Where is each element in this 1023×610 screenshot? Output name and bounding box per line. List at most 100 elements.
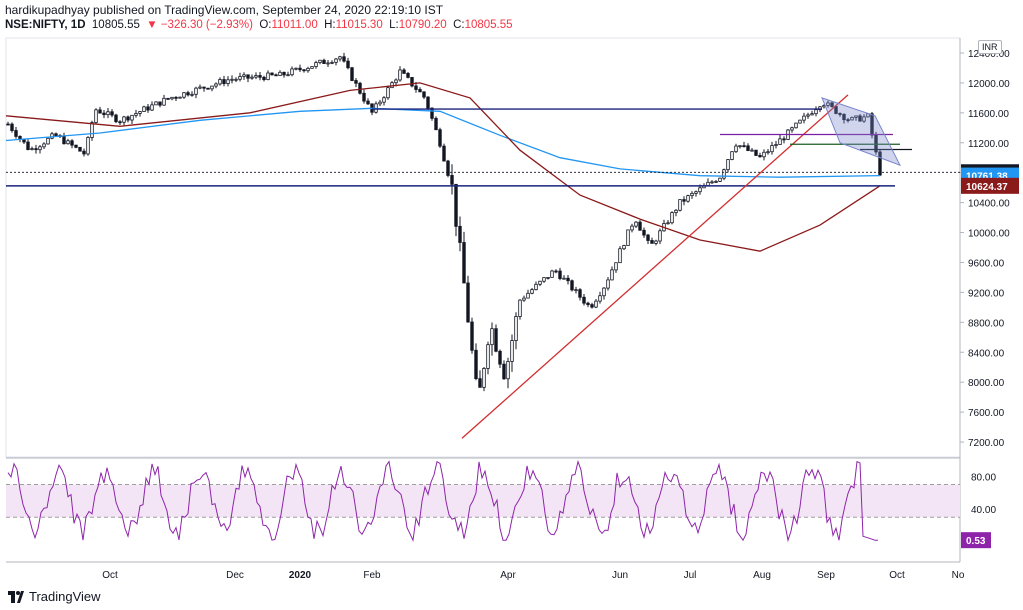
- candle: [722, 168, 726, 181]
- candle: [650, 237, 654, 244]
- candle: [202, 86, 206, 92]
- candle: [6, 121, 10, 126]
- candle: [242, 72, 246, 80]
- candle: [662, 219, 666, 232]
- candle: [478, 370, 482, 388]
- candle: [682, 196, 686, 206]
- price-tick-label: 7600.00: [968, 408, 1005, 419]
- price-tick-label: 10400.00: [968, 199, 1010, 210]
- candle: [746, 143, 750, 152]
- candle: [858, 114, 862, 122]
- footer: TradingView: [8, 589, 101, 604]
- time-tick-label: Aug: [753, 570, 771, 581]
- price-tick-label: 7200.00: [968, 438, 1005, 449]
- candle: [46, 137, 50, 145]
- candle: [318, 59, 322, 65]
- candle: [390, 81, 394, 89]
- candle: [446, 159, 450, 178]
- candle: [630, 223, 634, 233]
- candle: [586, 301, 590, 308]
- trendline: [461, 94, 849, 439]
- candle: [434, 116, 438, 131]
- time-tick-label: Dec: [226, 570, 244, 581]
- candle: [782, 136, 786, 144]
- price-tick-label: 10000.00: [968, 229, 1010, 240]
- candle: [506, 357, 510, 389]
- candle: [638, 220, 642, 231]
- tradingview-logo-icon: [8, 590, 24, 603]
- price-label-red: 10624.37: [961, 177, 1019, 194]
- candle: [422, 91, 426, 100]
- close-value: 10805.55: [464, 19, 513, 31]
- candle: [562, 275, 566, 280]
- candle: [146, 104, 150, 113]
- candle: [694, 190, 698, 197]
- candle: [762, 149, 766, 161]
- candle: [246, 74, 250, 83]
- candle: [742, 141, 746, 148]
- high-value: 11015.30: [335, 19, 383, 31]
- candle: [266, 70, 270, 81]
- candle: [598, 291, 602, 304]
- candle: [754, 149, 758, 156]
- svg-text:0.53: 0.53: [966, 536, 986, 547]
- candle: [122, 115, 126, 127]
- candle: [610, 266, 614, 281]
- candle: [850, 116, 854, 121]
- ma-blue-line: [5, 107, 881, 178]
- candle: [450, 164, 454, 195]
- candle: [378, 99, 382, 107]
- time-tick-label: No: [952, 570, 965, 581]
- low-label: L:: [389, 19, 399, 31]
- candle: [710, 180, 714, 184]
- candle: [302, 69, 306, 73]
- candle: [590, 302, 594, 309]
- candle: [602, 287, 606, 300]
- currency-badge[interactable]: INR: [978, 40, 1002, 54]
- price-tick-label: 11200.00: [968, 139, 1009, 150]
- candle: [198, 84, 202, 90]
- candle: [358, 81, 362, 95]
- candle: [162, 94, 166, 106]
- candle: [574, 286, 578, 294]
- candle: [582, 294, 586, 306]
- candle: [522, 295, 526, 302]
- symbol-label: NSE:NIFTY, 1D: [5, 19, 86, 31]
- candle: [518, 299, 522, 320]
- candle: [74, 144, 78, 149]
- candle: [86, 136, 90, 156]
- candle: [558, 267, 562, 281]
- candle: [114, 113, 118, 124]
- candle: [806, 112, 810, 119]
- candle: [402, 68, 406, 74]
- last-price-text: 10805.55: [91, 19, 140, 31]
- candle: [498, 349, 502, 369]
- candle: [50, 131, 54, 140]
- candle: [790, 126, 794, 133]
- candle: [826, 100, 830, 108]
- candle: [362, 89, 366, 104]
- candle: [286, 71, 290, 77]
- rsi-tick-label: 40.00: [971, 505, 996, 516]
- published-line: hardikupadhyay published on TradingView.…: [5, 3, 444, 17]
- candle: [814, 106, 818, 117]
- candle: [570, 279, 574, 292]
- candle: [578, 288, 582, 301]
- candle: [418, 87, 422, 93]
- candle: [270, 72, 274, 76]
- candle: [514, 312, 518, 350]
- candle: [594, 299, 598, 309]
- candle: [326, 60, 330, 67]
- svg-text:10761.38: 10761.38: [966, 172, 1008, 183]
- candle: [666, 220, 670, 225]
- candle: [618, 246, 622, 264]
- price-tick-label: 8800.00: [968, 318, 1005, 329]
- svg-text:10624.37: 10624.37: [966, 182, 1008, 193]
- candle: [342, 52, 346, 63]
- candle: [230, 75, 234, 84]
- price-tick-label: 11600.00: [968, 109, 1009, 120]
- candle: [178, 96, 182, 99]
- candle: [426, 96, 430, 111]
- candle: [398, 66, 402, 82]
